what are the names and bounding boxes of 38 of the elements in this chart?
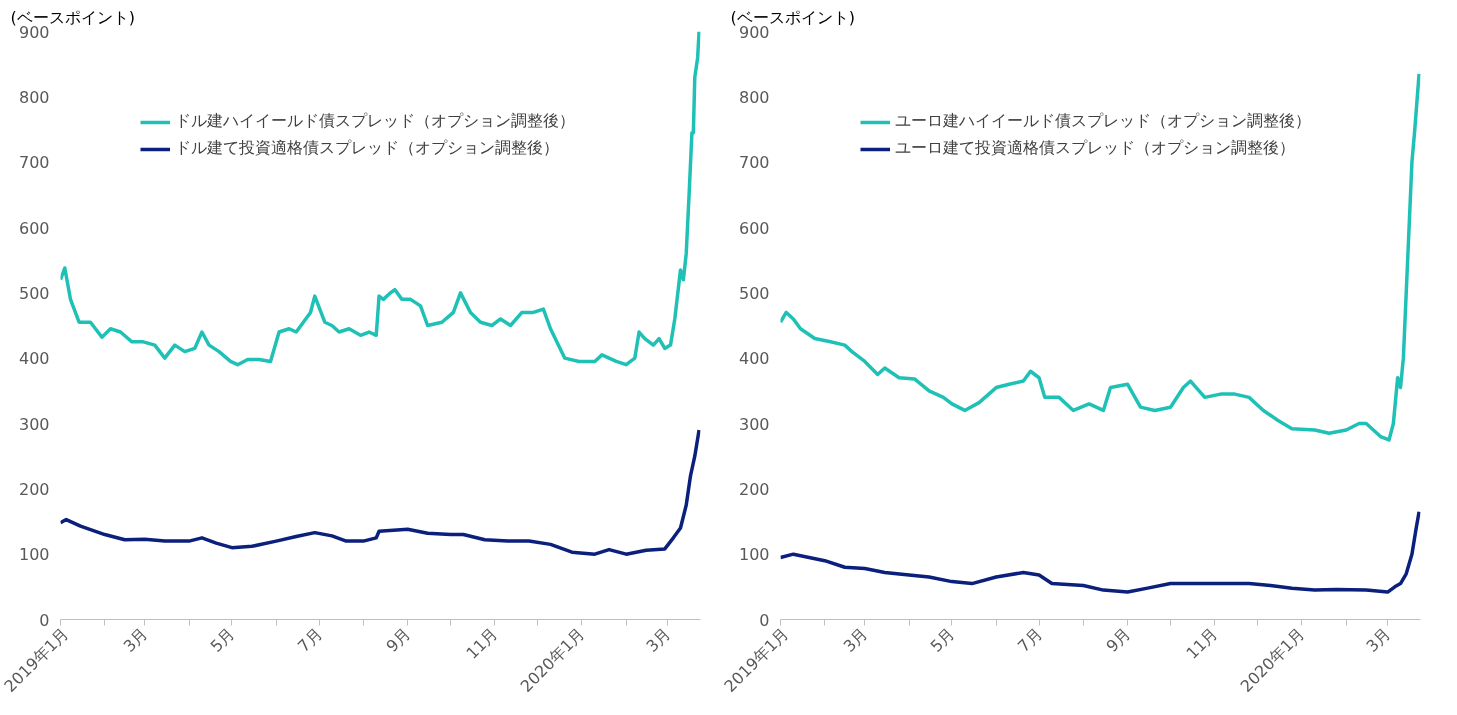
- x-tick-label: 11月: [1182, 623, 1222, 663]
- line-series: [60, 428, 701, 556]
- y-tick-label: 600: [738, 218, 770, 238]
- y-tick-label: 700: [18, 153, 50, 173]
- y-tick-label: 300: [738, 414, 770, 434]
- legend-label: ユーロ建ハイイールド債スプレッド（オプション調整後）: [895, 111, 1311, 132]
- legend-label: ユーロ建て投資適格債スプレッド（オプション調整後）: [895, 138, 1295, 159]
- x-tick-label: 7月: [293, 623, 326, 656]
- y-tick-label: 100: [738, 545, 770, 565]
- line-series: [60, 31, 701, 367]
- y-tick-label: 200: [18, 479, 50, 499]
- x-tick-label: 3月: [119, 623, 152, 656]
- x-tick-label: 3月: [1362, 623, 1395, 656]
- y-tick-label: 500: [738, 283, 770, 303]
- y-tick-label: 300: [18, 414, 50, 434]
- line-series: [780, 72, 1421, 442]
- y-tick-label: 0: [39, 610, 50, 630]
- y-tick-label: 400: [738, 349, 770, 369]
- x-tick-label: 5月: [206, 623, 239, 656]
- y-tick-label: 500: [18, 283, 50, 303]
- y-tick-label: 800: [738, 87, 770, 107]
- x-tick-label: 9月: [382, 623, 415, 656]
- y-tick-label: 600: [18, 218, 50, 238]
- y-tick-label: 100: [18, 545, 50, 565]
- y-tick-label: 700: [738, 153, 770, 173]
- y-tick-label: 0: [759, 610, 770, 630]
- x-tick-label: 5月: [926, 623, 959, 656]
- x-tick-label: 11月: [462, 623, 502, 663]
- line-series: [780, 509, 1421, 594]
- legend-label: ドル建て投資適格債スプレッド（オプション調整後）: [175, 138, 559, 159]
- x-tick-label: 3月: [839, 623, 872, 656]
- x-tick-label: 3月: [642, 623, 675, 656]
- x-tick-label: 7月: [1013, 623, 1046, 656]
- y-tick-label: 200: [738, 479, 770, 499]
- y-tick-label: 400: [18, 349, 50, 369]
- y-tick-label: 800: [18, 87, 50, 107]
- x-tick-label: 9月: [1102, 623, 1135, 656]
- legend-label: ドル建ハイイールド債スプレッド（オプション調整後）: [175, 111, 575, 132]
